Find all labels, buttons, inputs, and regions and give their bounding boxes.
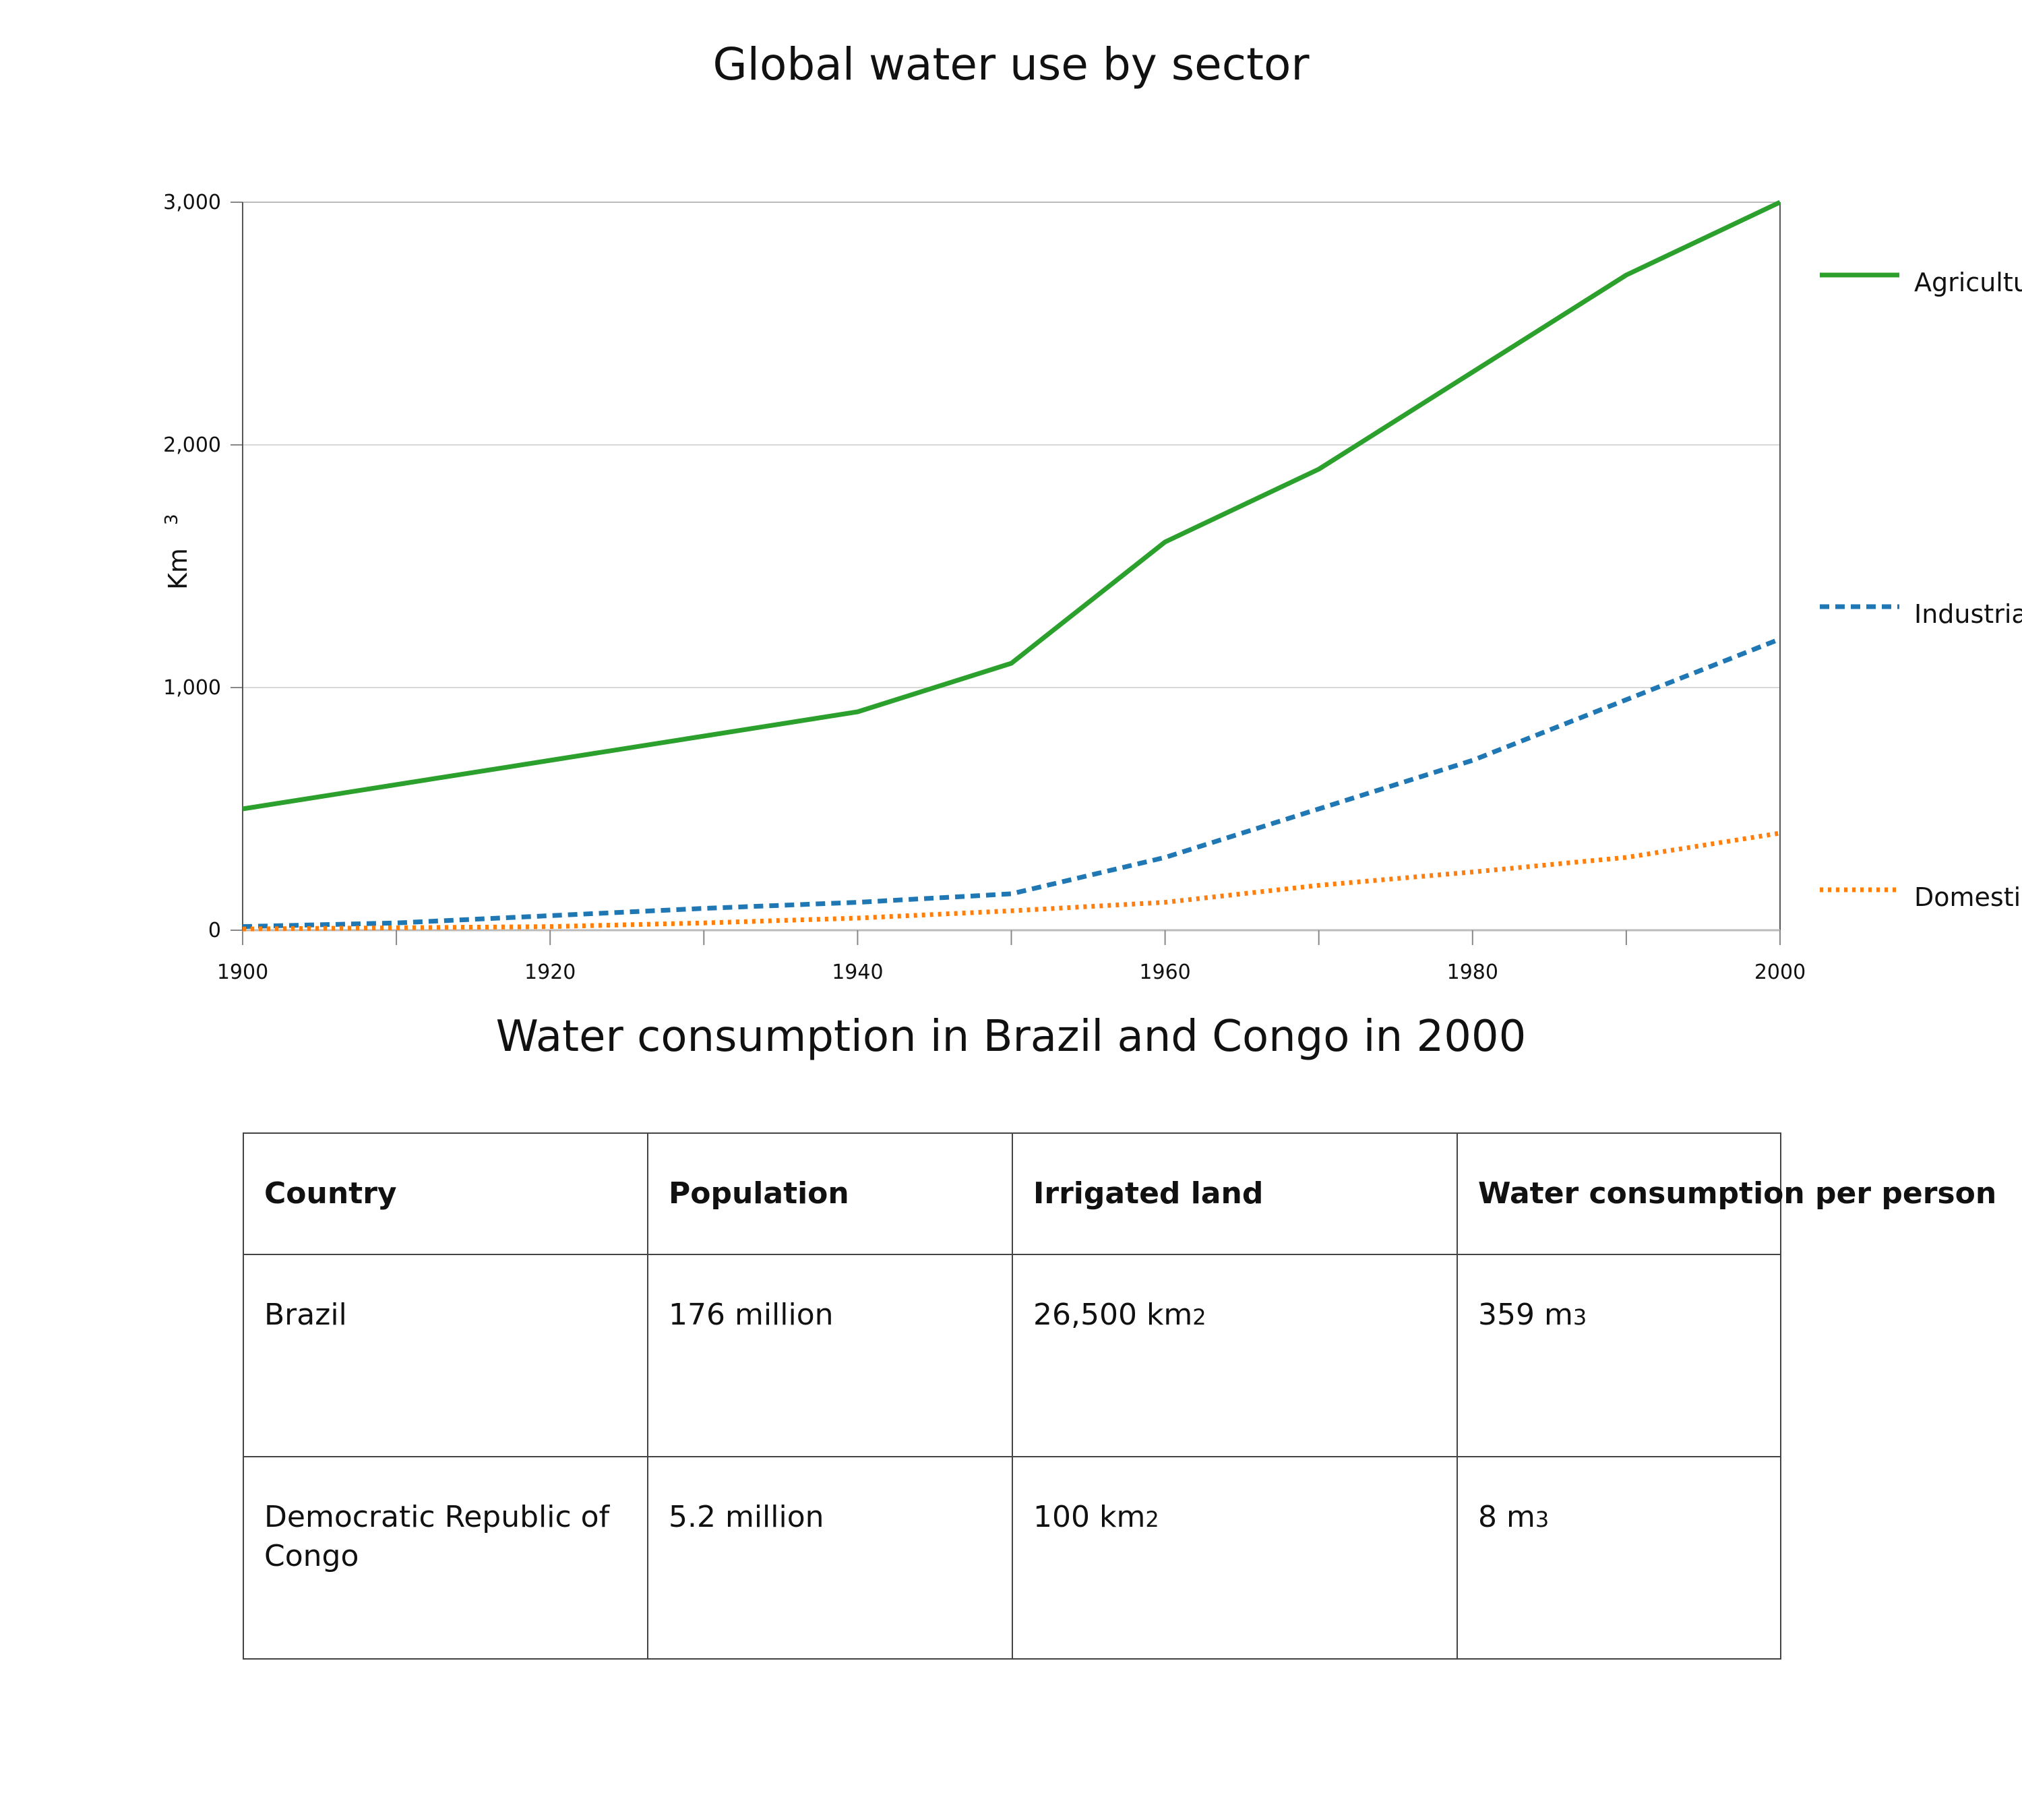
header-country: Country: [243, 1132, 648, 1255]
y-tick-label: 0: [208, 919, 221, 942]
y-axis-label: Km 3: [162, 514, 193, 590]
series-lines: [242, 200, 1781, 932]
cell-irrigated-land: 26,500 km2: [1012, 1254, 1458, 1457]
water-consumption-unit-sup: 3: [1572, 1304, 1587, 1330]
cell-country: Brazil: [243, 1254, 648, 1457]
x-tick-label: 1900: [217, 961, 268, 984]
x-tick-label: 1920: [524, 961, 576, 984]
series-line-domestic: [242, 830, 1781, 932]
y-tick-labels: 0 1,000 2,000 3,000: [163, 191, 221, 942]
data-table: Country Population Irrigated land Water …: [243, 1132, 1996, 1660]
x-tick-label: 2000: [1754, 961, 1806, 984]
y-axis-label-superscript: 3: [162, 514, 182, 525]
table-title: Water consumption in Brazil and Congo in…: [495, 1012, 1527, 1062]
x-tick-labels: 1900 1920 1940 1960 1980 2000: [217, 961, 1806, 984]
cell-population: 5.2 million: [647, 1456, 1013, 1660]
header-irrigated-land: Irrigated land: [1012, 1132, 1458, 1255]
cell-water-consumption: 8 m3: [1457, 1456, 1781, 1660]
chart-title: Global water use by sector: [713, 38, 1310, 90]
y-tick-label: 3,000: [163, 191, 221, 214]
irrigated-land-unit-sup: 2: [1145, 1507, 1159, 1532]
water-consumption-value: 8 m: [1478, 1500, 1535, 1534]
cell-country: Democratic Republic of Congo: [243, 1456, 648, 1660]
cell-population: 176 million: [647, 1254, 1013, 1457]
water-consumption-value: 359 m: [1478, 1298, 1573, 1332]
axes: [231, 202, 1781, 945]
legend-label-domestic: Domestic: [1914, 882, 2022, 912]
cell-water-consumption: 359 m3: [1457, 1254, 1781, 1457]
x-tick-label: 1960: [1139, 961, 1190, 984]
y-tick-label: 1,000: [163, 676, 221, 700]
y-axis-label-text: Km: [163, 548, 193, 590]
x-tick-label: 1940: [832, 961, 883, 984]
header-water-consumption: Water consumption per person: [1457, 1132, 1996, 1255]
legend-label-agriculture: Agriculture: [1914, 268, 2022, 297]
series-line-agriculture: [242, 200, 1781, 812]
irrigated-land-unit-sup: 2: [1192, 1304, 1206, 1330]
water-consumption-unit-sup: 3: [1535, 1507, 1550, 1532]
table-row: Brazil 176 million 26,500 km2 359 m3: [243, 1254, 1781, 1457]
line-chart: Global water use by sector 0 1,000 2,000 3,…: [162, 38, 2022, 984]
header-population: Population: [647, 1132, 1013, 1255]
legend-label-industrial: Industrial: [1914, 599, 2022, 629]
cell-irrigated-land: 100 km2: [1012, 1456, 1458, 1660]
series-line-industrial: [242, 636, 1781, 930]
legend: Agriculture Industrial Domestic: [1820, 268, 2022, 912]
table-header-row: Country Population Irrigated land Water …: [243, 1132, 1996, 1255]
irrigated-land-value: 100 km: [1033, 1500, 1146, 1534]
x-tick-label: 1980: [1447, 961, 1498, 984]
gridlines: [243, 202, 1780, 688]
irrigated-land-value: 26,500 km: [1033, 1298, 1193, 1332]
table-row: Democratic Republic of Congo 5.2 million…: [243, 1456, 1781, 1660]
y-tick-label: 2,000: [163, 433, 221, 457]
